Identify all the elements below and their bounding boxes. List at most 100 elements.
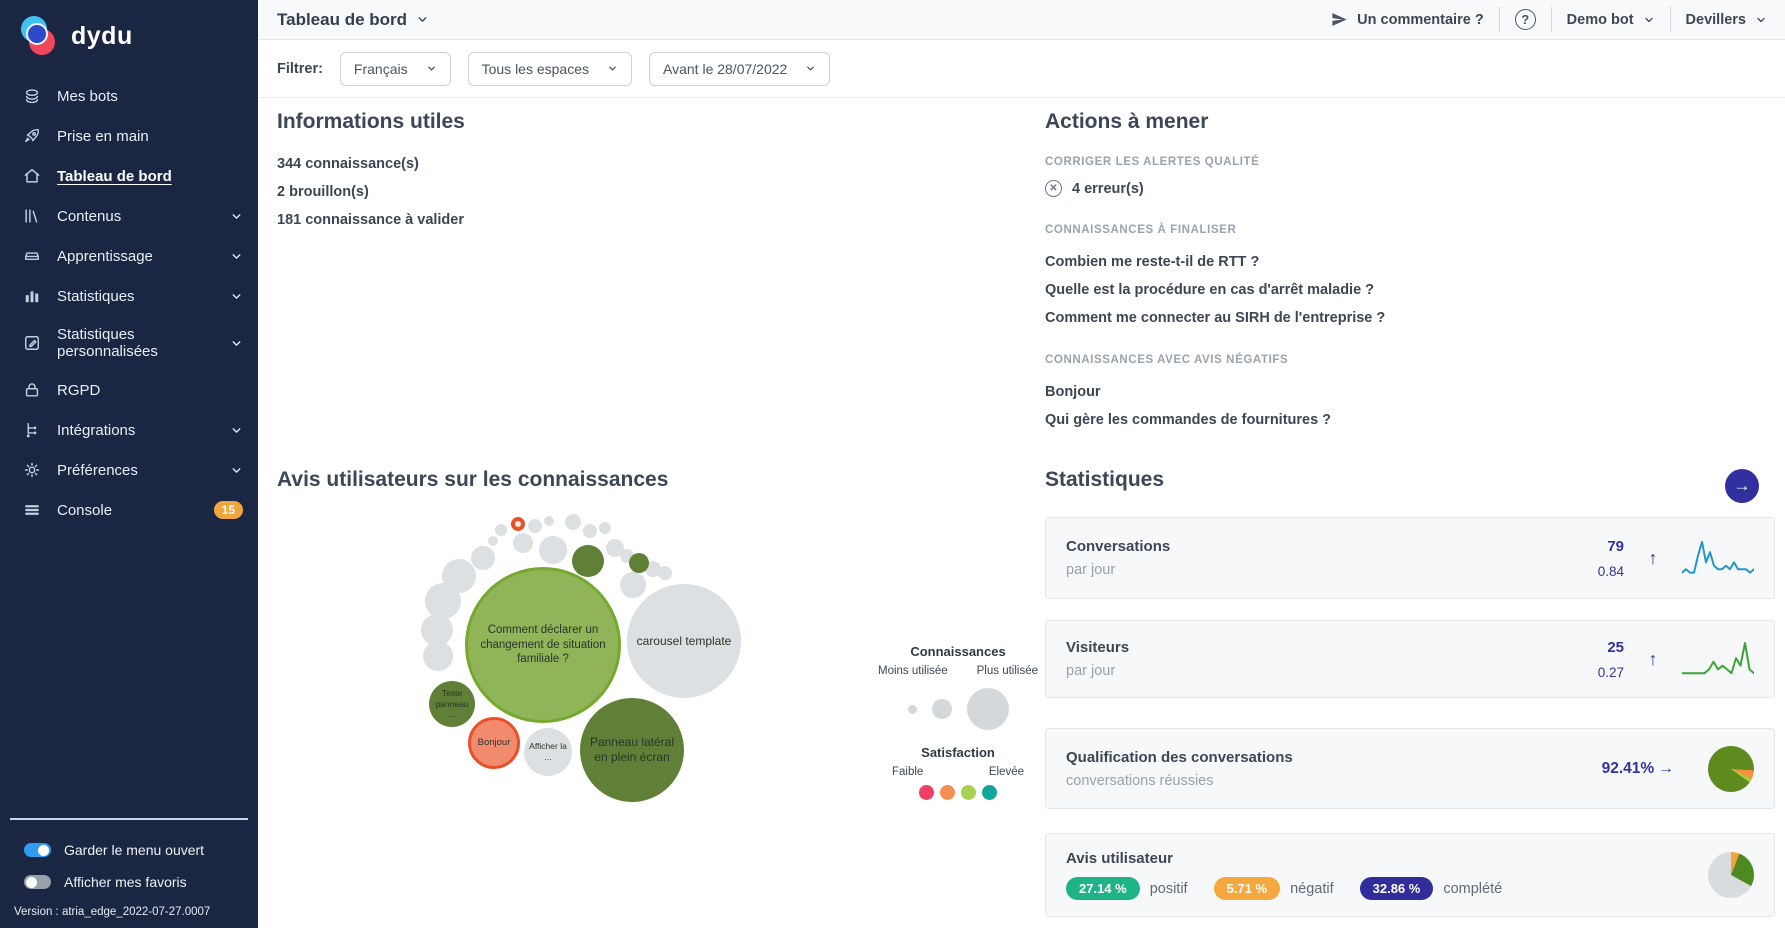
logo[interactable]: dydu: [0, 0, 258, 70]
bubble[interactable]: [539, 536, 567, 564]
bubble[interactable]: [425, 583, 461, 619]
bubble[interactable]: [488, 536, 498, 546]
bubble-teste-panneau[interactable]: Teste panneau ...: [429, 681, 475, 727]
language-select[interactable]: Français: [339, 51, 451, 86]
sidebar-item-apprentissage[interactable]: Apprentissage: [0, 236, 258, 276]
list-item[interactable]: Qui gère les commandes de fournitures ?: [1045, 412, 1332, 428]
bubble[interactable]: [583, 524, 597, 538]
badge-label: négatif: [1290, 880, 1334, 897]
bubble-carousel-template[interactable]: carousel template: [627, 584, 741, 698]
sidebar-item-label: Statistiques: [57, 287, 135, 305]
toggle-switch[interactable]: [24, 843, 51, 857]
divider: [1550, 7, 1552, 32]
bar-chart-icon: [22, 286, 42, 306]
bubble-chart-legend: Connaissances Moins utilisée Plus utilis…: [878, 644, 1038, 800]
list-item[interactable]: 181 connaissance à valider: [277, 212, 464, 228]
sidebar-item-statistiques-personnalisees[interactable]: Statistiques personnalisées: [0, 316, 258, 370]
sidebar-item-rgpd[interactable]: RGPD: [0, 370, 258, 410]
bubble[interactable]: [544, 516, 554, 526]
feedback-link[interactable]: Un commentaire ?: [1331, 11, 1484, 28]
sidebar-item-integrations[interactable]: Intégrations: [0, 410, 258, 450]
quality-errors-link[interactable]: ✕ 4 erreur(s): [1045, 180, 1144, 197]
qualification-value[interactable]: 92.41% →: [1601, 759, 1674, 777]
bubble[interactable]: [471, 546, 495, 570]
bubble[interactable]: [629, 553, 649, 573]
library-icon: [22, 206, 42, 226]
bubble[interactable]: [511, 517, 525, 531]
trend-up-icon: ↑: [1648, 648, 1658, 669]
legend-knowledge-title: Connaissances: [910, 644, 1006, 659]
main-area: Tableau de bord Un commentaire ? ? Demo …: [258, 0, 1785, 928]
card-value: 25: [1607, 638, 1624, 656]
bubble[interactable]: [528, 519, 542, 533]
conversations-card[interactable]: Conversations par jour 79 0.84 ↑: [1045, 517, 1775, 599]
chevron-down-icon: [416, 13, 429, 26]
legend-satisfaction-dot: [919, 785, 934, 800]
toggle-keep-menu-open[interactable]: Garder le menu ouvert: [0, 834, 258, 866]
date-select[interactable]: Avant le 28/07/2022: [649, 51, 831, 86]
toggle-show-favorites[interactable]: Afficher mes favoris: [0, 866, 258, 898]
paper-plane-icon: [1331, 11, 1348, 28]
legend-satisfaction-dot: [982, 785, 997, 800]
card-title: Visiteurs: [1066, 639, 1130, 656]
divider: [1498, 7, 1500, 32]
user-menu[interactable]: Devillers: [1686, 12, 1767, 28]
topbar: Tableau de bord Un commentaire ? ? Demo …: [258, 0, 1785, 40]
bubble[interactable]: [421, 614, 453, 646]
bubble[interactable]: [423, 641, 453, 671]
sidebar-item-preferences[interactable]: Préférences: [0, 450, 258, 490]
legend-high-label: Elevée: [988, 766, 1024, 778]
bubble[interactable]: [513, 533, 533, 553]
bubble[interactable]: [645, 561, 661, 577]
logo-text: dydu: [71, 21, 133, 50]
sidebar-item-prise-en-main[interactable]: Prise en main: [0, 116, 258, 156]
bubble-label: Bonjour: [477, 737, 511, 749]
badge-positif: 27.14 %: [1066, 877, 1140, 900]
stats-arrow-button[interactable]: →: [1725, 469, 1759, 503]
sidebar-item-mes-bots[interactable]: Mes bots: [0, 76, 258, 116]
space-select[interactable]: Tous les espaces: [467, 51, 633, 86]
bubble-label: Afficher la ...: [529, 741, 567, 762]
sidebar-item-statistiques[interactable]: Statistiques: [0, 276, 258, 316]
legend-more-label: Plus utilisée: [976, 665, 1038, 677]
list-item[interactable]: Bonjour: [1045, 384, 1101, 400]
bubble[interactable]: [620, 572, 646, 598]
bubble[interactable]: [565, 514, 581, 530]
stats-section-title: Statistiques: [1045, 468, 1165, 491]
list-item[interactable]: 2 brouillon(s): [277, 184, 369, 200]
list-item[interactable]: Comment me connecter au SIRH de l'entrep…: [1045, 310, 1386, 326]
sidebar-item-label: Préférences: [57, 461, 138, 479]
bubble[interactable]: [495, 524, 507, 536]
bubble-panneau-lateral-en-plein-ecran[interactable]: Panneau latéral en plein écran: [580, 698, 684, 802]
card-subtitle: par jour: [1066, 663, 1116, 679]
bot-selector[interactable]: Demo bot: [1567, 12, 1655, 28]
qualification-card[interactable]: Qualification des conversations conversa…: [1045, 728, 1775, 809]
negative-heading: CONNAISSANCES AVEC AVIS NÉGATIFS: [1045, 354, 1289, 366]
bubble[interactable]: [658, 566, 672, 580]
sidebar-item-console[interactable]: Console 15: [0, 490, 258, 530]
custom-stats-icon: [22, 333, 42, 353]
filter-bar: Filtrer: Français Tous les espaces Avant…: [258, 40, 1785, 98]
sidebar-item-contenus[interactable]: Contenus: [0, 196, 258, 236]
user-reviews-card[interactable]: Avis utilisateur 27.14 % positif 5.71 % nég…: [1045, 833, 1775, 917]
list-item[interactable]: Quelle est la procédure en cas d'arrêt m…: [1045, 282, 1375, 298]
bubble[interactable]: [599, 522, 611, 534]
sidebar-item-label: Mes bots: [57, 87, 118, 105]
bubble-label: carousel template: [636, 633, 732, 648]
visitors-card[interactable]: Visiteurs par jour 25 0.27 ↑: [1045, 620, 1775, 698]
help-icon[interactable]: ?: [1514, 9, 1536, 30]
bubble[interactable]: [606, 539, 624, 557]
list-item[interactable]: Combien me reste-t-il de RTT ?: [1045, 254, 1260, 270]
legend-less-label: Moins utilisée: [878, 665, 948, 677]
conversations-sparkline: [1681, 536, 1755, 580]
info-list: 344 connaissance(s) 2 brouillon(s) 181 con…: [277, 150, 464, 234]
bubble[interactable]: [572, 545, 604, 577]
bubble-comment-declarer-un-changement-de-situat[interactable]: Comment déclarer un changement de situat…: [465, 567, 621, 723]
sidebar-item-tableau-de-bord[interactable]: Tableau de bord: [0, 156, 258, 196]
toggle-switch[interactable]: [24, 875, 51, 889]
bubble-afficher-la[interactable]: Afficher la ...: [524, 728, 572, 776]
chevron-down-icon: [230, 290, 243, 303]
page-title-dropdown[interactable]: Tableau de bord: [277, 10, 429, 30]
bubble-bonjour[interactable]: Bonjour: [468, 717, 520, 769]
list-item[interactable]: 344 connaissance(s): [277, 156, 419, 172]
